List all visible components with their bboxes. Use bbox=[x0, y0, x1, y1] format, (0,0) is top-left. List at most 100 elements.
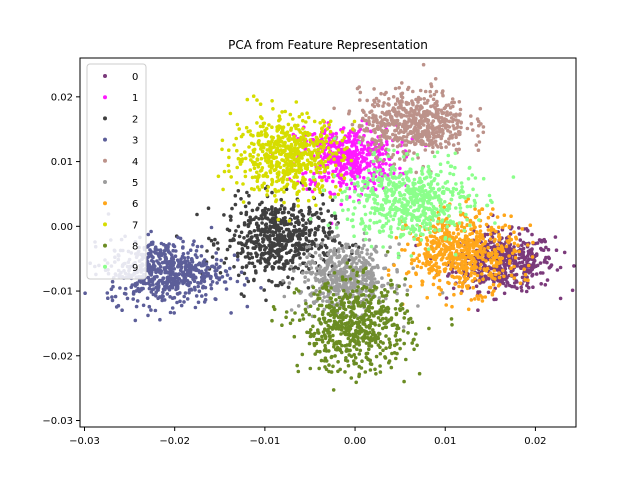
data-point bbox=[292, 204, 296, 209]
data-point bbox=[334, 265, 338, 269]
data-point bbox=[391, 132, 395, 137]
data-point bbox=[280, 242, 284, 247]
data-point bbox=[517, 226, 521, 230]
data-point bbox=[431, 140, 436, 145]
data-point bbox=[451, 143, 456, 147]
data-point bbox=[411, 135, 416, 139]
data-point bbox=[371, 120, 376, 124]
data-point bbox=[517, 249, 521, 254]
data-point bbox=[356, 303, 361, 308]
data-point bbox=[279, 238, 284, 242]
data-point bbox=[520, 288, 524, 293]
data-point bbox=[462, 274, 467, 279]
data-point bbox=[260, 200, 264, 205]
data-point bbox=[239, 153, 243, 157]
data-point bbox=[432, 263, 437, 268]
data-point bbox=[145, 268, 150, 273]
data-point bbox=[344, 166, 349, 170]
data-point bbox=[249, 141, 254, 146]
data-point bbox=[430, 255, 435, 259]
data-point bbox=[289, 222, 294, 226]
data-point bbox=[248, 129, 252, 133]
data-point bbox=[335, 308, 340, 313]
data-point bbox=[449, 262, 454, 267]
data-point bbox=[379, 91, 383, 96]
data-point bbox=[570, 288, 575, 293]
data-point bbox=[239, 211, 243, 215]
data-point bbox=[443, 105, 448, 110]
data-point bbox=[172, 311, 176, 315]
data-point bbox=[310, 180, 314, 184]
data-point bbox=[183, 291, 188, 295]
data-point bbox=[242, 222, 247, 227]
data-point bbox=[318, 286, 322, 291]
data-point bbox=[326, 323, 331, 328]
data-point bbox=[419, 104, 423, 108]
data-point bbox=[249, 230, 253, 235]
data-point bbox=[459, 121, 464, 125]
data-point bbox=[333, 252, 338, 256]
data-point bbox=[262, 288, 267, 292]
data-point bbox=[309, 266, 314, 270]
data-point bbox=[514, 235, 518, 240]
data-point bbox=[372, 336, 377, 341]
data-point bbox=[254, 221, 259, 226]
data-point bbox=[146, 281, 151, 286]
data-point bbox=[348, 293, 353, 297]
series-3 bbox=[83, 212, 263, 323]
data-point bbox=[509, 266, 513, 271]
data-point bbox=[458, 237, 462, 242]
data-point bbox=[453, 282, 458, 286]
data-point bbox=[455, 257, 459, 262]
data-point bbox=[362, 243, 366, 248]
data-point bbox=[523, 272, 528, 277]
data-point bbox=[329, 370, 334, 374]
data-point bbox=[393, 307, 398, 311]
data-point bbox=[516, 243, 520, 247]
data-point bbox=[431, 129, 435, 134]
data-point bbox=[195, 244, 200, 249]
data-point bbox=[327, 123, 332, 127]
data-point bbox=[255, 98, 259, 102]
data-point bbox=[263, 153, 267, 157]
data-point bbox=[408, 284, 413, 289]
data-point bbox=[482, 247, 487, 251]
data-point bbox=[359, 366, 364, 370]
data-point bbox=[403, 248, 407, 252]
data-point bbox=[301, 233, 305, 237]
data-point bbox=[425, 238, 430, 243]
data-point bbox=[369, 252, 374, 257]
data-point bbox=[235, 254, 240, 259]
data-point bbox=[354, 244, 358, 248]
data-point bbox=[425, 242, 429, 246]
data-point bbox=[314, 341, 319, 346]
data-point bbox=[362, 144, 367, 149]
data-point bbox=[289, 308, 294, 312]
data-point bbox=[228, 244, 232, 249]
data-point bbox=[320, 192, 325, 197]
data-point bbox=[225, 247, 230, 252]
data-point bbox=[475, 117, 480, 121]
data-point bbox=[395, 118, 399, 123]
data-point bbox=[234, 229, 238, 233]
data-point bbox=[173, 254, 178, 258]
data-point bbox=[477, 140, 482, 144]
data-point bbox=[308, 292, 313, 297]
data-point bbox=[472, 226, 476, 230]
data-point bbox=[305, 111, 309, 115]
data-point bbox=[276, 283, 280, 288]
data-point bbox=[398, 338, 402, 342]
data-point bbox=[457, 113, 462, 117]
data-point bbox=[199, 275, 204, 280]
data-point bbox=[151, 260, 156, 264]
data-point bbox=[282, 190, 286, 194]
data-point bbox=[448, 111, 453, 115]
data-point bbox=[286, 285, 291, 290]
data-point bbox=[493, 254, 498, 259]
data-point bbox=[303, 299, 308, 303]
data-point bbox=[209, 238, 214, 243]
data-point bbox=[380, 294, 385, 298]
data-point bbox=[217, 277, 221, 282]
data-point bbox=[468, 239, 473, 243]
data-point bbox=[409, 261, 414, 266]
